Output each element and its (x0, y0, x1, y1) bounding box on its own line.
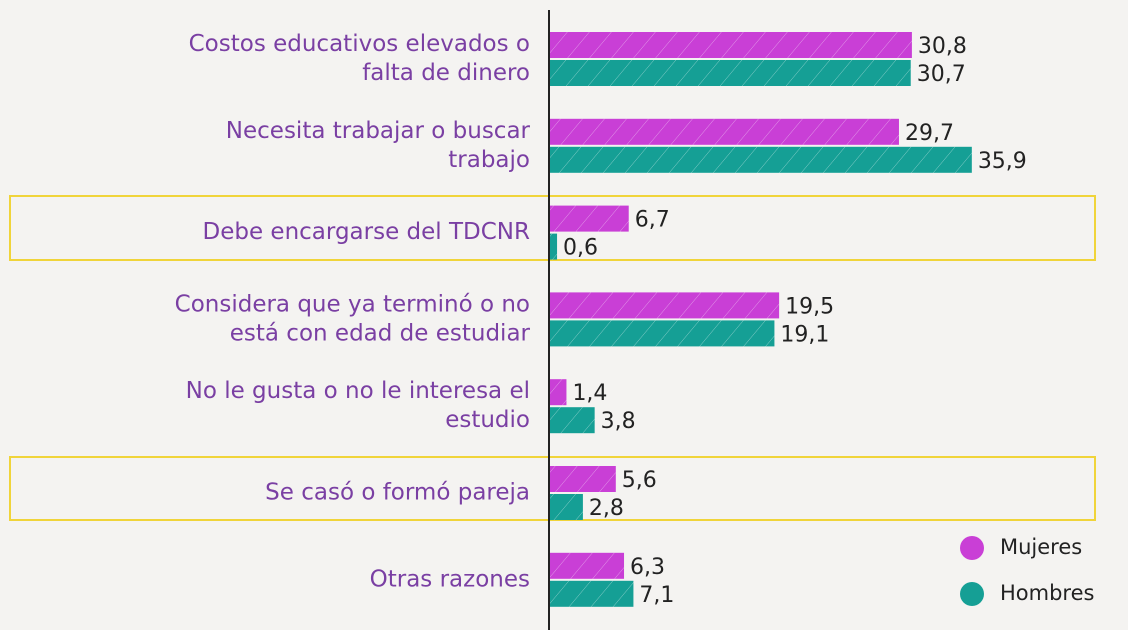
category-label: falta de dinero (362, 60, 530, 86)
bar-hatch (550, 60, 911, 86)
value-label: 19,1 (780, 322, 829, 347)
category-label: No le gusta o no le interesa el (186, 378, 530, 404)
bar-hatch (550, 379, 567, 406)
value-label: 6,3 (630, 555, 665, 580)
value-label: 1,4 (572, 381, 607, 406)
legend-marker (960, 536, 984, 560)
value-label: 6,7 (635, 208, 670, 233)
value-label: 19,5 (785, 294, 834, 319)
category-label: está con edad de estudiar (230, 320, 531, 346)
category-label: Debe encargarse del TDCNR (203, 219, 531, 245)
category-label: Considera que ya terminó o no (175, 291, 530, 317)
bar-hatch (550, 32, 912, 58)
bar-hatch (550, 466, 616, 492)
value-label: 29,7 (905, 121, 954, 146)
value-label: 5,6 (622, 468, 657, 493)
bar-hatch (550, 205, 629, 232)
value-label: 0,6 (563, 236, 598, 261)
value-label: 2,8 (589, 496, 624, 521)
value-label: 30,7 (917, 62, 966, 87)
value-label: 7,1 (639, 583, 674, 608)
category-label: Otras razones (370, 566, 530, 592)
bar-hatch (550, 494, 583, 520)
bar-hatch (550, 233, 558, 260)
value-label: 3,8 (601, 409, 636, 434)
bar-hatch (550, 118, 899, 145)
bar-hatch (550, 580, 634, 607)
legend-label: Mujeres (1000, 535, 1082, 559)
legend-label: Hombres (1000, 581, 1094, 605)
highlight-box (9, 195, 1096, 261)
category-label: Costos educativos elevados o (189, 31, 530, 57)
category-label: trabajo (448, 147, 530, 173)
category-label: estudio (445, 407, 530, 433)
value-label: 30,8 (918, 34, 967, 59)
category-label: Se casó o formó pareja (265, 480, 530, 506)
bar-hatch (550, 407, 595, 434)
bar-hatch (550, 292, 780, 319)
value-label: 35,9 (978, 149, 1027, 174)
bar-hatch (550, 146, 972, 173)
bar-hatch (550, 552, 625, 579)
category-label: Necesita trabajar o buscar (226, 118, 531, 144)
bar-hatch (550, 320, 775, 347)
legend-marker (960, 582, 984, 606)
